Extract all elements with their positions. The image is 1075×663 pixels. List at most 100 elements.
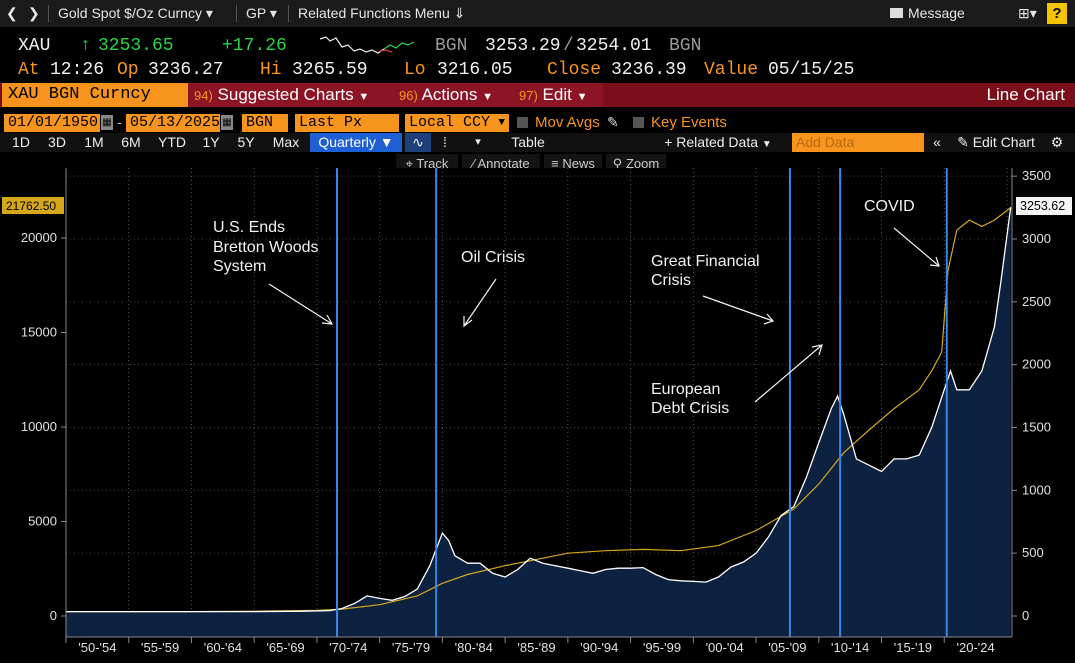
calendar-icon[interactable]: ▦ [221, 115, 233, 130]
security-field[interactable]: XAU BGN Curncy [2, 83, 188, 107]
mov-avgs-checkbox[interactable] [517, 117, 528, 128]
pencil-icon: ✎ [957, 134, 969, 150]
news-label: News [562, 156, 595, 171]
annotation-line: Crisis [651, 272, 691, 289]
help-button[interactable]: ? [1047, 3, 1067, 24]
x-tick-label: '70-'74 [329, 640, 367, 655]
related-functions-menu[interactable]: Related Functions Menu ⇓ [298, 5, 465, 22]
double-chevron-down-icon: ⇓ [453, 5, 466, 21]
chart-style-dropdown[interactable]: ▾ [475, 136, 481, 148]
chevron-down-icon: ▼ [482, 91, 493, 103]
field-selector[interactable]: Last Px [295, 114, 399, 132]
moving-average-line [66, 207, 1012, 613]
event-annotations: U.S. Ends Bretton Woods System Oil Crisis … [213, 198, 940, 417]
currency-selector[interactable]: Local CCY ▼ [405, 114, 509, 132]
annotation-line: Great Financial [651, 253, 760, 270]
suggested-charts-menu[interactable]: 94) Suggested Charts ▼ [188, 83, 394, 107]
news-icon: ≡ [551, 156, 559, 171]
timeframe-5y[interactable]: 5Y [237, 134, 255, 150]
period-label: Quarterly [318, 134, 376, 150]
x-tick-label: '90-'94 [580, 640, 618, 655]
timeframe-1m[interactable]: 1M [84, 134, 104, 150]
forward-arrow-icon[interactable]: ❯ [28, 5, 40, 21]
actions-menu[interactable]: 96) Actions ▼ [393, 83, 515, 107]
timeframe-6m[interactable]: 6M [121, 134, 141, 150]
pencil-icon[interactable]: ✎ [607, 114, 619, 130]
security-menu[interactable]: Gold Spot $/Oz Curncy ▾ [58, 5, 213, 21]
x-tick-label: '50-'54 [78, 640, 116, 655]
message-label: Message [908, 5, 965, 21]
calendar-icon[interactable]: ▦ [101, 115, 113, 130]
zoom-label: Zoom [625, 156, 660, 171]
key-events-checkbox[interactable] [633, 117, 644, 128]
chevron-down-icon: ▼ [358, 91, 370, 103]
price-line [66, 207, 1012, 613]
security-menu-label: Gold Spot $/Oz Curncy [58, 5, 202, 21]
net-change: +17.26 [222, 36, 287, 56]
x-tick-label: '10-'14 [831, 640, 869, 655]
left-tick-label: 20000 [21, 230, 57, 245]
price-area-fill [66, 207, 1011, 637]
arrow-european-debt-crisis [754, 344, 823, 403]
actions-label: Actions [421, 85, 478, 104]
up-arrow-icon: ↑ [80, 36, 91, 56]
right-tick-label: 3000 [1022, 231, 1051, 246]
collapse-double-chevron-icon[interactable]: « [933, 134, 941, 150]
settings-gear-icon[interactable]: ⚙ [1050, 134, 1064, 150]
message-button[interactable]: Message [890, 5, 965, 21]
export-icon[interactable]: ⊞▾ [1018, 5, 1037, 21]
timeframe-1y[interactable]: 1Y [202, 134, 220, 150]
timeframe-1d[interactable]: 1D [12, 134, 30, 150]
arrowhead [929, 256, 940, 267]
value-date: 05/15/25 [768, 60, 855, 80]
back-arrow-icon[interactable]: ❮ [6, 5, 18, 21]
x-tick-label: '60-'64 [204, 640, 242, 655]
arrowhead [321, 314, 334, 325]
zoom-tool[interactable]: ⚲ Zoom [606, 154, 666, 174]
source-field[interactable]: BGN [242, 114, 288, 132]
quote-source: BGN [435, 36, 468, 56]
x-tick-label: '15-'19 [894, 640, 932, 655]
annotation-line: Debt Crisis [651, 400, 729, 417]
at-label: At [18, 60, 40, 80]
related-data-menu[interactable]: + Related Data ▼ [656, 133, 780, 152]
track-label: Track [416, 156, 449, 171]
x-tick-label: '55-'59 [141, 640, 179, 655]
top-menu-bar: ❮ ❯ Gold Spot $/Oz Curncy ▾ GP ▾ Related… [0, 0, 1075, 27]
period-selector[interactable]: Quarterly ▼ [310, 133, 402, 152]
related-data-label: Related Data [676, 134, 758, 150]
timeframe-3d[interactable]: 3D [48, 134, 66, 150]
timeframe-toolbar: 1D 3D 1M 6M YTD 1Y 5Y Max Quarterly ▼ ∿ … [0, 133, 1075, 152]
timeframe-ytd[interactable]: YTD [158, 134, 186, 150]
end-date-field[interactable]: 05/13/2025 [126, 114, 220, 132]
arrow-oil-crisis [463, 278, 497, 327]
low-price: 3216.05 [437, 60, 513, 80]
add-data-input[interactable]: Add Data [792, 133, 924, 152]
news-tool[interactable]: ≡ News [544, 154, 602, 174]
plot-background [66, 168, 1012, 637]
date-range-dash: - [117, 114, 122, 130]
x-tick-label: '65-'69 [266, 640, 304, 655]
divider [288, 5, 289, 22]
last-price: 3253.65 [98, 36, 174, 56]
related-functions-label: Related Functions Menu [298, 5, 450, 21]
start-date-field[interactable]: 01/01/1950 [4, 114, 100, 132]
bar-chart-icon[interactable]: ⁞ [443, 134, 447, 150]
x-tick-label: '75-'79 [392, 640, 430, 655]
line-tool-icon: ∕ [472, 156, 475, 171]
track-tool[interactable]: ⌖ Track [396, 154, 458, 174]
timeframe-max[interactable]: Max [272, 134, 300, 150]
annotate-label: Annotate [477, 156, 530, 171]
annotation-arrows [268, 227, 940, 403]
x-tick-label: '85-'89 [517, 640, 555, 655]
x-tick-label: '20-'24 [957, 640, 995, 655]
edit-menu[interactable]: 97) Edit ▼ [513, 83, 603, 107]
annotate-tool[interactable]: ∕ Annotate [462, 154, 540, 174]
gp-menu[interactable]: GP ▾ [246, 5, 277, 21]
table-button[interactable]: Table [511, 134, 545, 150]
edit-chart-button[interactable]: ✎ Edit Chart [950, 133, 1042, 152]
left-last-value: 21762.50 [6, 199, 56, 213]
close-label: Close [547, 60, 602, 80]
left-last-value-badge: 21762.50 [2, 197, 64, 214]
line-chart-icon[interactable]: ∿ [405, 133, 431, 152]
